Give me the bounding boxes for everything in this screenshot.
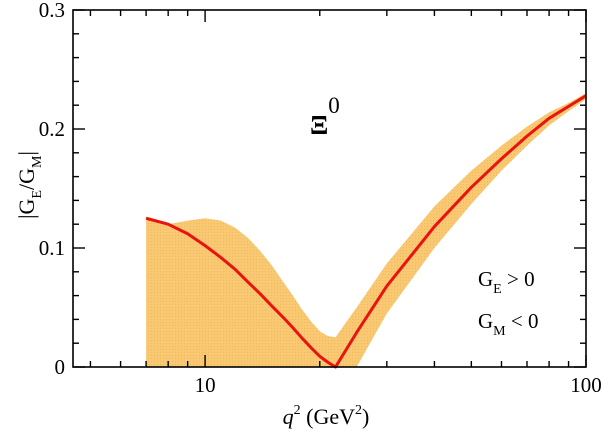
annotation-gm-rel: < 0 <box>506 309 539 333</box>
y-label-sub-e: E <box>30 190 45 199</box>
annotation-ge: GE > 0 <box>478 267 535 297</box>
annotation-ge-sub: E <box>493 282 502 297</box>
y-tick-label: 0 <box>55 355 66 379</box>
y-label-bar: | <box>14 214 39 218</box>
x-tick-label: 10 <box>195 373 216 397</box>
plot-frame <box>72 9 587 368</box>
annotation-gm-symbol: G <box>478 309 493 333</box>
uncertainty-band <box>146 93 586 368</box>
band-area <box>146 93 586 368</box>
y-tick-label: 0.3 <box>39 0 65 22</box>
x-label-q: q <box>283 404 294 429</box>
x-axis-label: q2 (GeV2) <box>283 403 370 429</box>
y-label-g: G <box>14 198 39 214</box>
y-label-slash: /G <box>14 168 39 190</box>
particle-label: Ξ0 <box>310 93 340 140</box>
x-label-unit-close: ) <box>362 404 369 429</box>
y-axis-label: |GE/GM| <box>14 151 45 219</box>
x-tick-label: 100 <box>570 373 602 397</box>
curve-line <box>145 94 587 369</box>
central-curve <box>145 94 587 369</box>
x-axis: 10 100 <box>89 10 602 397</box>
annotation-gm: GM < 0 <box>478 309 538 339</box>
y-tick-label: 0.1 <box>39 236 65 260</box>
y-axis: 0 0.1 0.2 0.3 <box>39 0 586 379</box>
y-tick-label: 0.2 <box>39 117 65 141</box>
x-label-sup: 2 <box>294 403 301 418</box>
x-label-unit-sup: 2 <box>355 403 362 418</box>
x-label-unit: (GeV <box>301 404 355 429</box>
annotation-ge-symbol: G <box>478 267 493 291</box>
y-label-bar-end: | <box>14 151 39 155</box>
annotation-ge-rel: > 0 <box>502 267 535 291</box>
y-label-sub-m: M <box>30 155 45 168</box>
annotation-gm-sub: M <box>493 324 506 339</box>
particle-symbol: Ξ <box>310 110 328 140</box>
particle-superscript: 0 <box>328 93 340 118</box>
